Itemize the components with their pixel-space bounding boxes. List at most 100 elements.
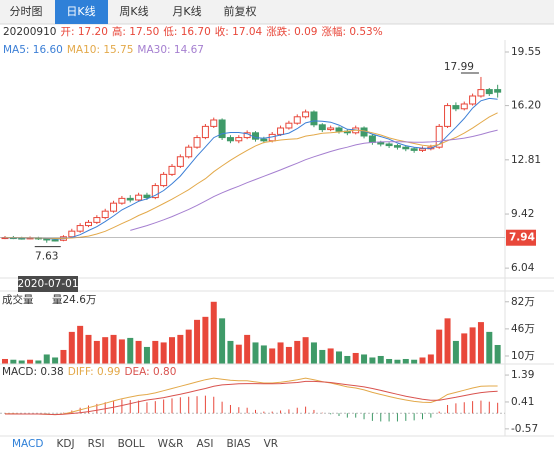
volume-bar xyxy=(294,340,301,364)
annotation: 7.63 xyxy=(35,251,58,263)
tab[interactable]: 日K线 xyxy=(66,4,95,18)
volume-bar xyxy=(194,319,201,364)
volume-bar xyxy=(160,342,167,364)
candle-body xyxy=(302,111,310,118)
volume-bar xyxy=(110,334,117,364)
volume-bar xyxy=(85,334,92,364)
volume-bar xyxy=(177,334,184,364)
candle-body xyxy=(85,221,92,227)
y-tick-label: -0.57 xyxy=(511,423,538,435)
volume-title: 成交量 xyxy=(2,293,34,306)
volume-bar xyxy=(486,331,493,364)
candle-body xyxy=(435,125,443,148)
candle-body xyxy=(210,119,218,127)
volume-bar xyxy=(35,360,42,364)
volume-bar xyxy=(494,344,501,364)
indicator-tab[interactable]: VR xyxy=(264,438,278,450)
annotation: 17.99 xyxy=(444,61,474,73)
candle-body xyxy=(260,138,268,142)
indicator-tab[interactable]: ASI xyxy=(196,438,213,450)
candle-body xyxy=(452,105,460,110)
volume-label: 量24.6万 xyxy=(52,294,96,306)
candle-body xyxy=(135,194,143,201)
crosshair-date: 2020-07-01 xyxy=(17,278,78,290)
tab[interactable]: 周K线 xyxy=(119,4,148,18)
indicator-tab[interactable]: BOLL xyxy=(118,438,145,450)
volume-bar xyxy=(386,358,393,364)
candle-body xyxy=(143,194,151,199)
legend-entry: MA10: 15.75 xyxy=(67,44,134,56)
volume-bar xyxy=(118,339,125,364)
candle-body xyxy=(168,165,176,175)
indicator-tab[interactable]: MACD xyxy=(12,438,43,450)
volume-bar xyxy=(369,357,376,364)
volume-bar xyxy=(235,344,242,364)
volume-bar xyxy=(269,348,276,364)
tab[interactable]: 前复权 xyxy=(224,4,257,18)
tab-active-bg xyxy=(55,0,108,24)
candle-body xyxy=(410,148,418,151)
candle-body xyxy=(126,197,134,201)
y-tick-label: 10万 xyxy=(511,350,535,362)
y-tick-label: 1.39 xyxy=(511,369,534,381)
volume-bar xyxy=(402,358,409,364)
volume-bar xyxy=(68,331,75,364)
candle-body xyxy=(101,210,109,219)
y-tick-label: 0.41 xyxy=(511,396,534,408)
volume-bar xyxy=(336,351,342,364)
candle-body xyxy=(235,137,243,142)
y-tick-label: 82万 xyxy=(511,296,535,308)
volume-bar xyxy=(461,333,468,364)
volume-bar xyxy=(260,345,267,364)
volume-bar xyxy=(135,340,142,364)
volume-bar xyxy=(43,354,50,364)
volume-bar xyxy=(352,352,359,364)
info-text: 20200910 xyxy=(3,26,56,38)
candle-body xyxy=(377,141,385,145)
volume-bar xyxy=(285,346,292,364)
tab[interactable]: 分时图 xyxy=(10,5,43,18)
candle-body xyxy=(218,119,226,139)
legend-entry: MA30: 14.67 xyxy=(137,44,204,56)
y-tick-label: 46万 xyxy=(511,323,535,335)
volume-bar xyxy=(310,342,317,364)
candle-body xyxy=(68,230,76,238)
volume-bar xyxy=(469,327,476,364)
volume-bar xyxy=(452,340,459,364)
candle-body xyxy=(477,89,485,97)
info-text: 高: 17.50 xyxy=(112,25,159,38)
candle-body xyxy=(185,146,193,158)
volume-bar xyxy=(377,355,384,364)
candle-body xyxy=(419,148,426,151)
volume-bar xyxy=(169,337,175,364)
candle-body xyxy=(160,173,168,187)
y-tick-label: 19.55 xyxy=(511,46,541,58)
candle-body xyxy=(285,122,293,129)
indicator-tab[interactable]: RSI xyxy=(88,438,105,450)
volume-bar xyxy=(102,337,109,364)
candle-body xyxy=(402,146,410,150)
volume-bar xyxy=(277,342,284,364)
candle-body xyxy=(176,156,184,167)
indicator-tab[interactable]: BIAS xyxy=(226,438,250,450)
candle-body xyxy=(318,124,326,131)
candle-body xyxy=(310,111,318,126)
candle-body xyxy=(277,127,285,135)
candle-body xyxy=(293,116,301,124)
candle-body xyxy=(485,89,493,95)
tab[interactable]: 月K线 xyxy=(172,4,201,18)
volume-bar xyxy=(27,359,34,364)
candle-body xyxy=(385,143,393,147)
indicator-tab[interactable]: W&R xyxy=(158,438,184,450)
volume-bar xyxy=(185,329,192,364)
indicator-tab[interactable]: KDJ xyxy=(56,438,74,450)
y-tick-label: 12.81 xyxy=(511,154,541,166)
candle-body xyxy=(201,125,209,139)
candle-body xyxy=(151,185,159,199)
volume-bar xyxy=(60,349,67,364)
volume-bar xyxy=(444,318,451,364)
volume-bar xyxy=(327,348,334,364)
macd-line xyxy=(5,380,498,416)
candle-body xyxy=(110,202,118,212)
volume-bar xyxy=(319,349,326,364)
